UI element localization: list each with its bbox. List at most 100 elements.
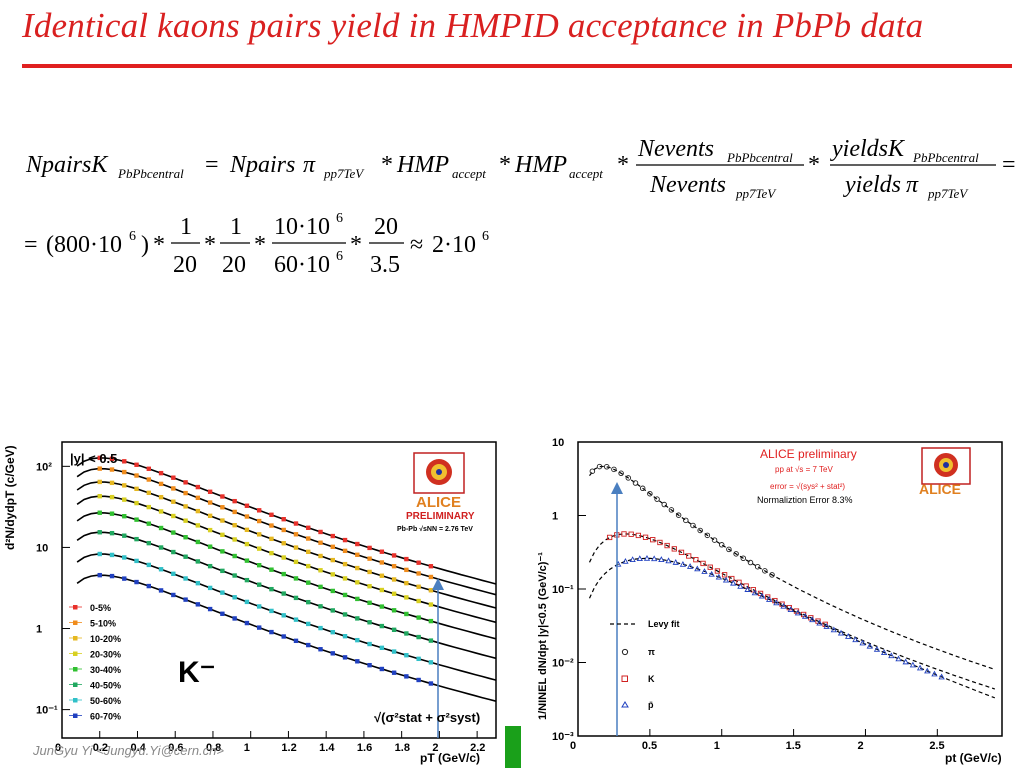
left-data-point xyxy=(306,549,311,555)
left-data-point xyxy=(342,561,348,567)
right-proton-point xyxy=(830,626,837,633)
left-xtick-label: 0.6 xyxy=(168,742,183,754)
right-proton-point xyxy=(866,642,873,649)
left-ytick-label: 1 xyxy=(36,624,42,636)
left-data-point xyxy=(171,549,176,555)
right-plot-xlabel: pt (GeV/c) xyxy=(945,751,1002,765)
right-pion-point xyxy=(618,470,624,477)
left-data-point xyxy=(269,586,274,592)
left-data-point xyxy=(256,582,262,587)
left-legend-label: 0-5% xyxy=(90,603,111,613)
right-ytick-label: 10 xyxy=(552,437,564,449)
left-data-point xyxy=(256,508,262,513)
right-pion-point xyxy=(762,568,768,574)
left-data-point xyxy=(195,484,201,490)
eq2-star-3: * xyxy=(254,232,266,258)
left-data-point xyxy=(244,514,250,519)
left-data-point xyxy=(97,455,102,461)
left-data-point xyxy=(232,573,237,578)
left-arrow-head-icon xyxy=(432,578,444,590)
eq2-exp: 6 xyxy=(129,229,136,244)
left-ytick-label: 10 xyxy=(36,542,48,554)
right-kaon-point xyxy=(714,568,721,574)
left-legend-label: 50-60% xyxy=(90,696,121,706)
left-data-point xyxy=(97,572,102,578)
right-pion-point xyxy=(603,463,610,470)
right-proton-point xyxy=(895,655,902,662)
left-data-point xyxy=(134,536,139,542)
left-data-point xyxy=(207,585,213,591)
left-data-point xyxy=(207,527,213,533)
left-data-point xyxy=(109,573,115,579)
right-xtick-label: 1.5 xyxy=(786,740,801,752)
left-data-point xyxy=(379,666,385,672)
right-kaon-point xyxy=(729,575,735,582)
eq2-approx: ≈ xyxy=(410,232,423,258)
left-data-point xyxy=(97,479,102,485)
left-data-point xyxy=(342,634,348,639)
right-plot-preliminary: ALICE preliminary xyxy=(760,447,857,461)
right-proton-point xyxy=(651,555,658,562)
left-data-point xyxy=(293,638,299,644)
left-data-point xyxy=(232,498,237,504)
left-data-point xyxy=(244,527,250,533)
eq2-star-4: * xyxy=(350,232,362,258)
left-alice-logo-text: ALICE xyxy=(416,494,461,511)
eq2-f3-den: 60·10 xyxy=(274,252,330,278)
left-data-point xyxy=(171,530,176,535)
left-data-point xyxy=(122,497,127,502)
left-plot-preliminary: PRELIMINARY xyxy=(406,511,475,522)
right-proton-point xyxy=(909,661,917,668)
left-data-point xyxy=(416,615,421,620)
left-data-point xyxy=(306,563,311,569)
left-data-point xyxy=(428,638,434,643)
left-data-point xyxy=(269,608,274,614)
right-proton-point xyxy=(751,589,758,596)
left-data-point xyxy=(146,477,151,482)
right-plot-ylabel: 1/NINEL dN/dpt |y|<0.5 (GeV/c)⁻¹ xyxy=(537,552,549,720)
left-data-point xyxy=(97,530,102,535)
eq1-star-3: * xyxy=(617,152,629,178)
eq1-frac2-den-sub: pp7TeV xyxy=(927,186,969,201)
right-kaon-point xyxy=(635,532,642,539)
right-legend-label: Levy fit xyxy=(648,619,680,629)
left-data-point xyxy=(416,560,421,565)
left-data-point xyxy=(428,660,434,665)
right-legend-kaon-marker xyxy=(621,675,628,682)
right-xtick-label: 2.5 xyxy=(929,740,944,752)
left-data-point xyxy=(318,540,323,545)
left-data-point xyxy=(220,518,225,523)
eq2-result-exp: 6 xyxy=(482,229,489,244)
left-data-point xyxy=(122,513,127,519)
left-data-point xyxy=(367,662,372,668)
left-data-point xyxy=(195,559,201,564)
left-xtick-label: 0.2 xyxy=(93,742,108,754)
left-data-point xyxy=(97,551,102,557)
left-data-point xyxy=(342,592,348,598)
left-data-point xyxy=(391,627,397,633)
left-data-point xyxy=(256,546,262,551)
left-data-point xyxy=(355,659,360,664)
left-data-point xyxy=(146,466,151,471)
left-data-point xyxy=(416,656,421,662)
left-xtick-label: 2 xyxy=(432,742,438,754)
left-data-point xyxy=(158,494,164,500)
left-data-point xyxy=(330,651,335,656)
left-data-point xyxy=(281,613,286,618)
left-legend-label: 60-70% xyxy=(90,712,121,722)
left-data-point xyxy=(355,637,360,643)
left-data-point xyxy=(342,537,348,543)
left-data-point xyxy=(391,577,397,582)
eq1-pi: π xyxy=(303,152,316,178)
right-pion-point xyxy=(654,496,660,502)
left-data-point xyxy=(318,584,323,590)
left-legend-label: 5-10% xyxy=(90,619,116,629)
left-data-point xyxy=(195,523,201,528)
left-data-point xyxy=(416,677,421,683)
right-kaon-point xyxy=(750,587,756,593)
left-data-point xyxy=(207,500,213,505)
right-ytick-label: 10⁻² xyxy=(552,658,574,670)
right-alice-logo-text: ALICE xyxy=(919,481,961,497)
left-data-point xyxy=(122,469,127,475)
